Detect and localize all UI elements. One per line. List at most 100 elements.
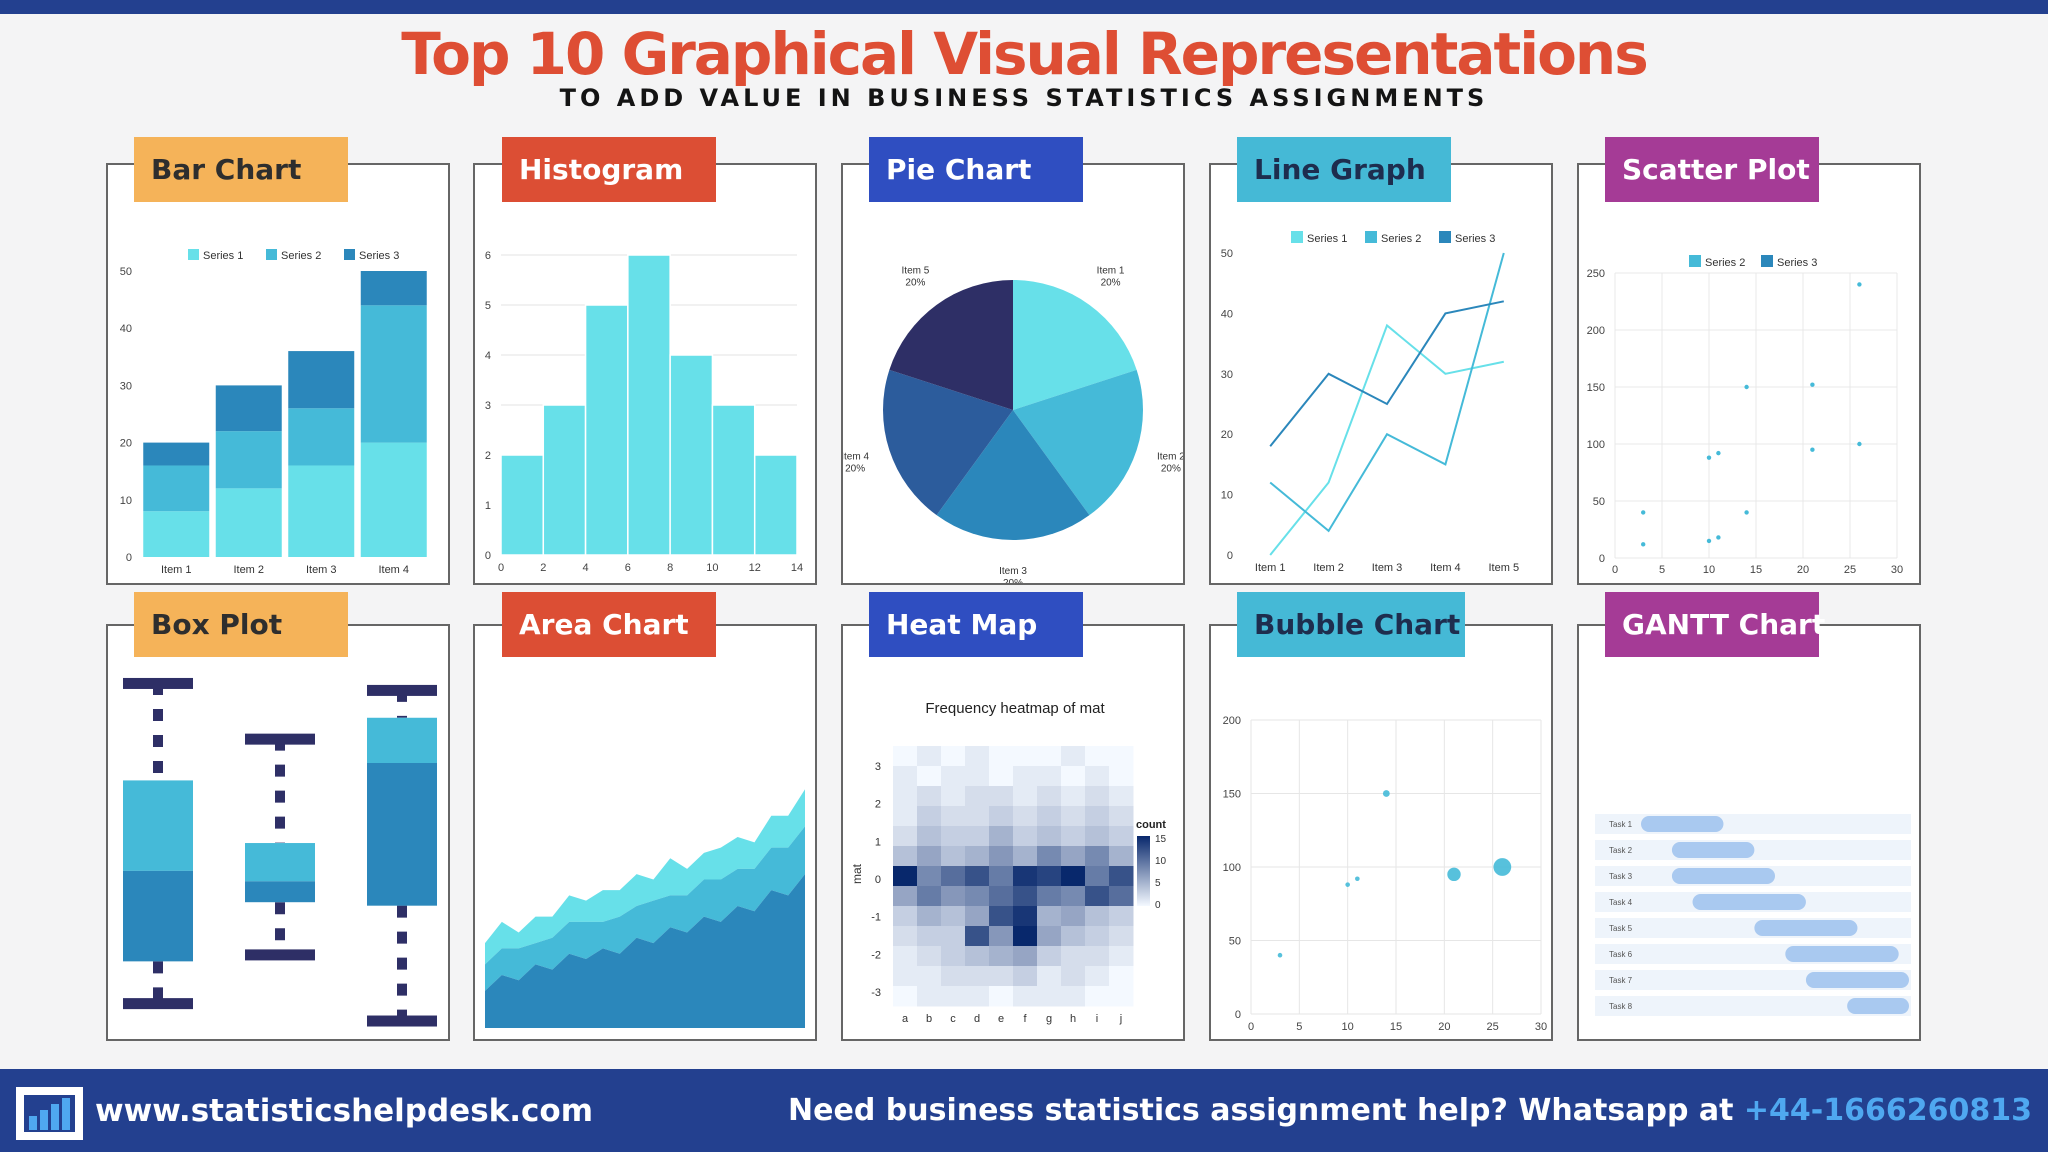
scatter-plot-tag: Scatter Plot: [1605, 137, 1819, 202]
heat-cell: [965, 846, 990, 867]
footer-bar: www.statisticshelpdesk.com Need business…: [0, 1069, 2048, 1152]
heat-cell: [1109, 766, 1134, 787]
bar-chart-card: 0 10 20 30 40 50 Series 1 Series 2 Series 3 Item …: [106, 163, 450, 585]
y-tick-label: 5: [485, 300, 491, 312]
task-label: Task 2: [1609, 846, 1633, 855]
heat-cell: [1013, 826, 1038, 847]
y-tick-label: 100: [1223, 862, 1241, 874]
y-tick-label: 30: [120, 380, 132, 392]
x-tick-label: 10: [1703, 564, 1715, 576]
scatter-point: [1744, 510, 1749, 515]
area-chart: [485, 789, 805, 1028]
heat-cell: [1013, 946, 1038, 967]
pie-slice: [883, 369, 1013, 516]
area-chart-tag: Area Chart: [502, 592, 716, 657]
legend-swatch: [188, 249, 199, 260]
whisker-cap-max: [367, 684, 437, 696]
heat-cell: [893, 906, 918, 927]
slice-label: Item 4: [843, 451, 869, 462]
legend-label: Series 3: [1455, 233, 1495, 245]
heat-cell: [1013, 966, 1038, 987]
legend-label: Series 1: [1307, 233, 1347, 245]
heat-cell: [1013, 766, 1038, 787]
whisker-cap-min: [245, 949, 315, 961]
whatsapp-cta: Need business statistics assignment help…: [788, 1089, 2032, 1133]
x-tick-label: 10: [1342, 1021, 1354, 1033]
legend-swatch: [344, 249, 355, 260]
heat-cell: [1061, 946, 1086, 967]
x-tick-label: 2: [540, 562, 546, 574]
heat-cell: [1037, 906, 1062, 927]
heat-cell: [1037, 846, 1062, 867]
heat-cell: [1085, 786, 1110, 807]
y-tick-label: 50: [1229, 936, 1241, 948]
heat-cell: [893, 946, 918, 967]
heat-cell: [965, 806, 990, 827]
bubble-point: [1447, 867, 1461, 882]
heat-cell: [989, 986, 1014, 1007]
histogram-bar: [542, 404, 587, 556]
scatter-point: [1810, 447, 1815, 452]
line-graph-card: 0 10 20 30 40 50 Series 1 Series 2 Series 3 Item …: [1209, 163, 1553, 585]
area-layer: [485, 789, 805, 965]
task-bar: [1847, 998, 1909, 1014]
heat-cell: [917, 946, 942, 967]
y-tick-label: 4: [485, 350, 491, 362]
heat-cell: [917, 766, 942, 787]
heat-cell: [893, 866, 918, 887]
heat-cell: [1037, 786, 1062, 807]
heat-cell: [1061, 906, 1086, 927]
heat-map-card: Frequency heatmap of mat -3 -2 -1 0 1 2 3 mat a b c…: [841, 624, 1185, 1041]
x-tick-label: 0: [498, 562, 504, 574]
scatter-point: [1857, 282, 1862, 287]
x-tick-label: 0: [1248, 1021, 1254, 1033]
heat-cell: [989, 766, 1014, 787]
bubble-chart-card: 0 5 10 15 20 25 30 0 50 100 150 200: [1209, 624, 1553, 1041]
x-tick-label: c: [950, 1013, 956, 1025]
task-label: Task 6: [1609, 950, 1633, 959]
y-tick-label: 1: [485, 500, 491, 512]
legend-label: Series 1: [203, 250, 243, 262]
scatter-point: [1810, 382, 1815, 387]
x-tick-label: i: [1096, 1013, 1098, 1025]
task-row-bg: [1595, 918, 1911, 938]
heat-cell: [1013, 986, 1038, 1007]
heat-cell: [941, 826, 966, 847]
y-tick-label: 0: [1235, 1009, 1241, 1021]
heat-cell: [1061, 846, 1086, 867]
task-label: Task 1: [1609, 820, 1633, 829]
pie-chart-tag: Pie Chart: [869, 137, 1083, 202]
heat-cell: [989, 886, 1014, 907]
heat-cell: [1037, 806, 1062, 827]
heat-cell: [893, 746, 918, 767]
bar-chart-logo-icon: [16, 1087, 83, 1140]
heat-cell: [1061, 866, 1086, 887]
scatter-plot-chart: 0 5 10 15 20 25 30 0 50 100 150 200 250 Series 2 Serie…: [1587, 255, 1903, 576]
heat-cell: [1109, 806, 1134, 827]
legend-title: count: [1136, 819, 1166, 831]
website-link[interactable]: www.statisticshelpdesk.com: [95, 1093, 594, 1129]
heat-cell: [1085, 906, 1110, 927]
heat-cell: [965, 966, 990, 987]
heat-cell: [965, 986, 990, 1007]
heat-cell: [893, 926, 918, 947]
histogram-bar: [500, 454, 545, 556]
heat-cell: [1085, 966, 1110, 987]
y-tick-label: 1: [875, 836, 881, 848]
y-tick-label: 150: [1587, 382, 1605, 394]
heat-cell: [1109, 826, 1134, 847]
heatmap-title: Frequency heatmap of mat: [925, 700, 1105, 717]
heat-cell: [965, 866, 990, 887]
phone-number[interactable]: +44-1666260813: [1743, 1093, 2032, 1128]
heat-cell: [989, 966, 1014, 987]
line-graph-tag: Line Graph: [1237, 137, 1451, 202]
y-tick-label: 100: [1587, 439, 1605, 451]
slice-label: Item 5: [902, 266, 930, 277]
heat-cell: [893, 786, 918, 807]
bubble-point: [1493, 858, 1512, 876]
heat-cell: [893, 826, 918, 847]
heat-cell: [917, 806, 942, 827]
bar-segment: [360, 305, 427, 443]
heat-cell: [941, 906, 966, 927]
